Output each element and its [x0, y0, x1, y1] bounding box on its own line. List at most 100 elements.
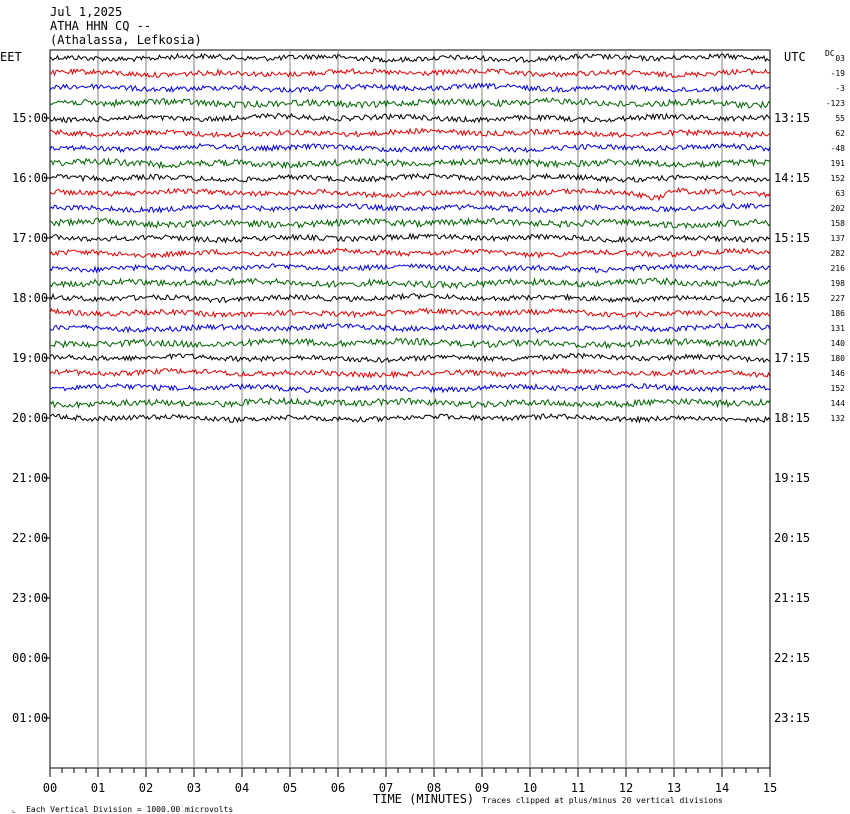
seismic-trace — [49, 172, 771, 184]
x-axis-title: TIME (MINUTES) — [373, 792, 475, 806]
left-hour-label: 22:00 — [12, 531, 49, 545]
seismic-trace — [49, 157, 771, 170]
right-hour-label: 18:15 — [774, 411, 811, 425]
dc-offset-label: -3 — [835, 84, 845, 93]
seismic-trace — [49, 52, 771, 63]
x-tick-label: 02 — [139, 781, 153, 795]
dc-offset-label: 144 — [830, 399, 845, 408]
left-hour-label: 16:00 — [12, 171, 49, 185]
x-tick-label: 08 — [427, 781, 441, 795]
dc-offset-label: 216 — [830, 264, 845, 273]
seismic-trace — [49, 322, 771, 334]
x-tick-label: 04 — [235, 781, 249, 795]
seismic-trace — [49, 367, 771, 379]
right-hour-label: 17:15 — [774, 351, 811, 365]
left-hour-label: 01:00 — [12, 711, 49, 725]
seismic-trace — [49, 97, 771, 110]
seismic-trace — [49, 352, 771, 364]
left-hour-label: 18:00 — [12, 291, 49, 305]
dc-offset-label: 146 — [830, 369, 845, 378]
seismic-trace — [49, 202, 771, 214]
x-tick-label: 03 — [187, 781, 201, 795]
dc-offset-label: 186 — [830, 309, 845, 318]
seismic-trace — [49, 262, 771, 274]
right-hour-label: 15:15 — [774, 231, 811, 245]
dc-offset-label: -19 — [830, 69, 845, 78]
seismic-trace — [49, 142, 771, 154]
seismic-trace — [49, 112, 771, 124]
left-hour-label: 00:00 — [12, 651, 49, 665]
x-tick-label: 11 — [571, 781, 585, 795]
dc-offset-label: 180 — [830, 354, 845, 363]
seismic-trace — [49, 247, 771, 259]
dc-offset-label: 55 — [835, 114, 845, 123]
left-hour-label: 20:00 — [12, 411, 49, 425]
left-hour-label: 19:00 — [12, 351, 49, 365]
x-tick-label: 10 — [523, 781, 537, 795]
left-hour-label: 15:00 — [12, 111, 49, 125]
dc-offset-label: -123 — [825, 99, 845, 108]
right-hour-label: 20:15 — [774, 531, 811, 545]
seismic-trace — [49, 232, 771, 244]
right-hour-label: 19:15 — [774, 471, 811, 485]
dc-offset-label: 140 — [830, 339, 845, 348]
right-hour-label: 21:15 — [774, 591, 811, 605]
right-hour-label: 22:15 — [774, 651, 811, 665]
plot-frame — [49, 49, 771, 769]
seismic-trace — [49, 216, 771, 230]
x-tick-label: 05 — [283, 781, 297, 795]
right-hour-label: 14:15 — [774, 171, 811, 185]
left-hour-label: 17:00 — [12, 231, 49, 245]
x-tick-label: 09 — [475, 781, 489, 795]
dc-offset-label: 137 — [830, 234, 845, 243]
dc-offset-label: 227 — [830, 294, 845, 303]
seismic-trace — [49, 186, 771, 202]
dc-offset-label: 152 — [830, 174, 845, 183]
left-hour-label: 21:00 — [12, 471, 49, 485]
date-label: Jul 1,2025 — [50, 5, 123, 19]
right-timezone-label: UTC — [784, 50, 806, 64]
scale-note-text: Each Vertical Division = 1000.00 microvo… — [26, 805, 234, 814]
dc-offset-label: 198 — [830, 279, 845, 288]
dc-offset-label: 62 — [835, 129, 845, 138]
location-label: (Athalassa, Lefkosia) — [50, 33, 202, 47]
dc-offset-label: 132 — [830, 414, 845, 423]
dc-offset-label: 131 — [830, 324, 845, 333]
dc-offset-label: 282 — [830, 249, 845, 258]
x-tick-label: 12 — [619, 781, 633, 795]
dc-offset-label: -48 — [830, 144, 845, 153]
dc-offset-label: 158 — [830, 219, 845, 228]
right-hour-label: 13:15 — [774, 111, 811, 125]
x-tick-label: 00 — [43, 781, 57, 795]
seismic-trace — [49, 82, 771, 94]
scale-note: ⌞ Each Vertical Division = 1000.00 micro… — [11, 805, 234, 814]
x-tick-label: 14 — [715, 781, 729, 795]
dc-label: DC — [825, 49, 835, 58]
seismic-trace — [49, 382, 771, 394]
x-tick-label: 01 — [91, 781, 105, 795]
dc-offset-label: 191 — [830, 159, 845, 168]
dc-offset-label: 152 — [830, 384, 845, 393]
right-hour-label: 16:15 — [774, 291, 811, 305]
clip-note: Traces clipped at plus/minus 20 vertical… — [482, 796, 723, 805]
seismic-trace — [49, 412, 771, 424]
x-tick-label: 07 — [379, 781, 393, 795]
right-hour-label: 23:15 — [774, 711, 811, 725]
seismic-trace — [49, 337, 771, 350]
x-tick-label: 06 — [331, 781, 345, 795]
seismic-trace — [49, 277, 771, 290]
seismic-trace — [49, 307, 771, 319]
dc-offset-label: 63 — [835, 189, 845, 198]
seismic-trace — [49, 127, 771, 139]
left-timezone-label: EET — [0, 50, 22, 64]
left-hour-label: 23:00 — [12, 591, 49, 605]
x-tick-label: 13 — [667, 781, 681, 795]
dc-offset-label: 202 — [830, 204, 845, 213]
seismic-trace — [49, 396, 771, 409]
seismic-trace — [49, 292, 771, 304]
dc-offset-label: 03 — [835, 54, 845, 63]
x-tick-label: 15 — [763, 781, 777, 795]
seismic-trace — [49, 68, 771, 79]
station-label: ATHA HHN CQ -- — [50, 19, 152, 33]
